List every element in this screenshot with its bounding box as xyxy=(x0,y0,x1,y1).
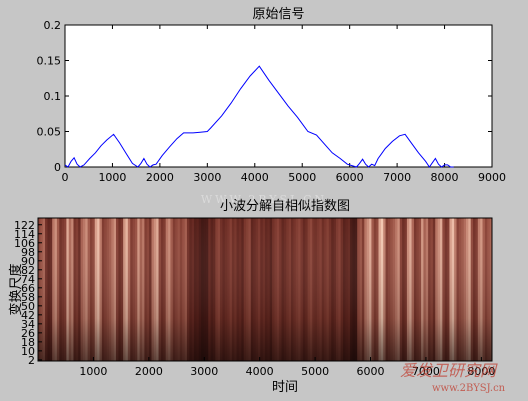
watermark-cn: 爱发卫研究网 xyxy=(400,361,498,380)
signal-xtick-label: 5000 xyxy=(288,171,316,184)
signal-xtick-label: 1000 xyxy=(98,171,126,184)
signal-xtick-label: 0 xyxy=(62,171,69,184)
scalogram-ticks: 1000 2000 3000 4000 5000 6000 7000 8000 21018263… xyxy=(14,219,495,378)
signal-xtick-label: 9000 xyxy=(478,171,506,184)
watermark-center: WWW.2BYSJ.CN xyxy=(201,193,327,206)
scalogram-plot: 1000 2000 3000 4000 5000 6000 7000 8000 21018263… xyxy=(8,199,495,395)
scalogram-ytick-label: 114 xyxy=(14,228,35,241)
signal-title: 原始信号 xyxy=(252,7,304,22)
signal-xtick-label: 7000 xyxy=(383,171,411,184)
scalogram-ytick-label: 42 xyxy=(21,309,35,322)
scalogram-ytick-label: 66 xyxy=(21,282,35,295)
scalogram-xtick-label: 7000 xyxy=(412,365,440,378)
watermark-url: www.2BYSJ.cn xyxy=(432,383,506,394)
scalogram-ytick-label: 2 xyxy=(28,354,35,367)
scalogram-ytick-label: 18 xyxy=(21,336,35,349)
scalogram-xtick-label: 6000 xyxy=(357,365,385,378)
scalogram-xtick-label: 3000 xyxy=(190,365,218,378)
scalogram-ytick-label: 10 xyxy=(21,345,35,358)
scalogram-ytick-label: 122 xyxy=(14,219,35,232)
scalogram-ytick-label: 58 xyxy=(21,291,35,304)
scalogram-ytick-label: 82 xyxy=(21,264,35,277)
scalogram-xtick-label: 5000 xyxy=(301,365,329,378)
scalogram-ytick-label: 26 xyxy=(21,327,35,340)
signal-xtick-label: 4000 xyxy=(241,171,269,184)
signal-xtick-label: 2000 xyxy=(146,171,174,184)
scalogram-xtick-label: 1000 xyxy=(79,365,107,378)
signal-ytick-label: 0 xyxy=(54,161,61,174)
scalogram-shade xyxy=(38,218,492,361)
signal-ytick-label: 0.15 xyxy=(37,55,62,68)
scalogram-xtick-label: 2000 xyxy=(135,365,163,378)
scalogram-ytick-label: 98 xyxy=(21,246,35,259)
scalogram-xlabel: 时间 xyxy=(272,380,298,395)
scalogram-ylabel: 变换尺度 xyxy=(8,263,24,315)
scalogram-ytick-label: 74 xyxy=(21,273,35,286)
scalogram-axes-frame xyxy=(37,217,493,362)
scalogram-title: 小波分解自相似指数图 xyxy=(220,199,350,214)
signal-ytick-label: 0.2 xyxy=(44,19,62,32)
scalogram-ytick-label: 50 xyxy=(21,300,35,313)
signal-ticks: 0 1000 2000 3000 4000 5000 6000 7000 8000 9000 0 0.… xyxy=(37,19,507,184)
signal-xtick-label: 6000 xyxy=(336,171,364,184)
scalogram-ytick-label: 90 xyxy=(21,255,35,268)
signal-ytick-label: 0.05 xyxy=(37,126,62,139)
scalogram-ytick-label: 106 xyxy=(14,237,35,250)
signal-axes-background xyxy=(64,24,493,168)
scalogram-ytick-label: 34 xyxy=(21,318,35,331)
scalogram-xtick-label: 4000 xyxy=(246,365,274,378)
signal-xtick-label: 8000 xyxy=(431,171,459,184)
signal-plot: 0 1000 2000 3000 4000 5000 6000 7000 8000 9000 0 0.… xyxy=(37,7,507,184)
signal-xtick-label: 3000 xyxy=(193,171,221,184)
signal-line xyxy=(64,65,454,168)
signal-ytick-label: 0.1 xyxy=(44,90,62,103)
scalogram-xtick-label: 8000 xyxy=(467,365,495,378)
